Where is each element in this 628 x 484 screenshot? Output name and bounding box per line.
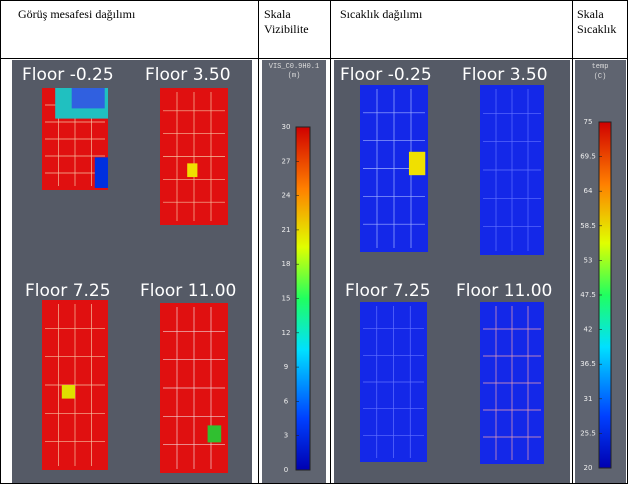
scale-tick-label: 47.5	[580, 291, 596, 299]
scale-tick-label: 58.5	[580, 222, 596, 230]
scale-unit: (C)	[594, 73, 607, 81]
scale-tick-label: 53	[584, 256, 593, 264]
scale-title: VIS_C0.9H0.1	[269, 63, 319, 71]
page: Görüş mesafesi dağılımı SkalaVizibilite …	[0, 0, 628, 484]
scale-tick-label: 18	[282, 260, 291, 268]
scale-tick-label: 3	[284, 432, 288, 440]
floor-label: Floor 11.00	[140, 281, 236, 301]
scale-tick-label: 30	[282, 123, 291, 131]
header: Sıcaklık dağılımı	[340, 7, 423, 21]
scale-tick-label: 42	[584, 326, 593, 334]
plan-spot	[95, 157, 108, 188]
plan-spot	[187, 163, 197, 177]
scale-tick-label: 21	[282, 226, 291, 234]
scale-tick-label: 64	[584, 187, 593, 195]
scale-tick-label: 75	[584, 118, 593, 126]
scale-tick-label: 9	[284, 363, 288, 371]
header: Görüş mesafesi dağılımı	[18, 7, 136, 21]
floor-label: Floor 7.25	[345, 281, 431, 301]
scale-tick-label: 69.5	[580, 153, 596, 161]
scale-tick-label: 36.5	[580, 360, 596, 368]
plan-spot	[72, 88, 105, 108]
plan-spot	[62, 385, 75, 399]
vis-scale-panel	[262, 60, 326, 484]
floor-label: Floor -0.25	[22, 65, 114, 85]
scale-tick-label: 20	[584, 464, 593, 472]
floor-label: Floor 7.25	[25, 281, 111, 301]
scale-unit: (m)	[288, 72, 301, 80]
scale-tick-label: 15	[282, 295, 291, 303]
scale-tick-label: 24	[282, 192, 291, 200]
floor-label: Floor 3.50	[145, 65, 231, 85]
scale-tick-label: 27	[282, 157, 291, 165]
floor-label: Floor 11.00	[456, 281, 552, 301]
floor-label: Floor -0.25	[340, 65, 432, 85]
floor-label: Floor 3.50	[462, 65, 548, 85]
scale-tick-label: 12	[282, 329, 291, 337]
plan-spot	[409, 152, 425, 175]
scale-tick-label: 31	[584, 395, 593, 403]
scale-title: temp	[592, 63, 609, 71]
plan-spot	[208, 425, 222, 442]
scale-tick-label: 0	[284, 466, 288, 474]
scale-tick-label: 25.5	[580, 429, 596, 437]
scale-tick-label: 6	[284, 397, 289, 405]
